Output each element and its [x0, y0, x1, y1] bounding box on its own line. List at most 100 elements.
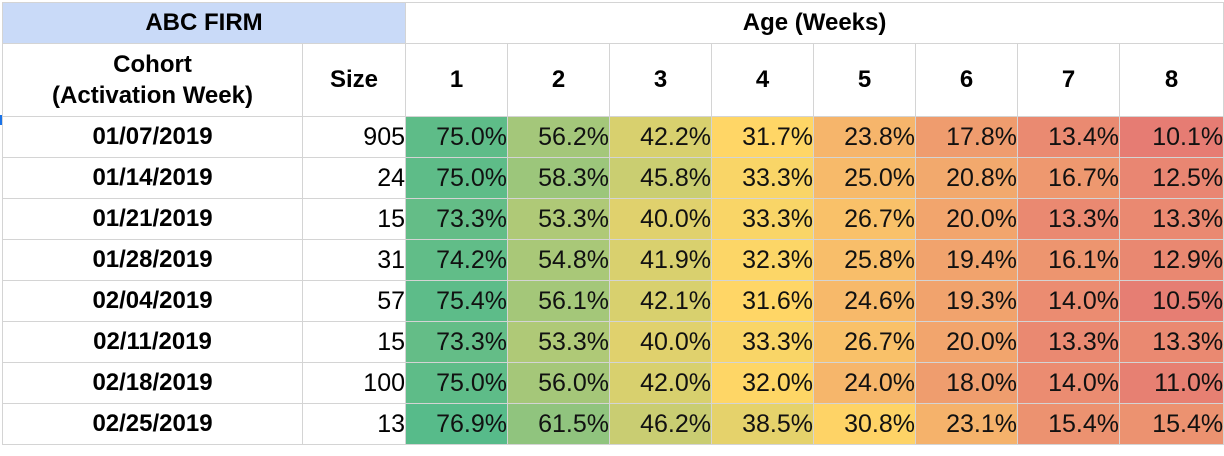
retention-cell[interactable]: 33.3% [711, 157, 815, 199]
retention-cell[interactable]: 24.6% [813, 280, 917, 322]
table-row: 02/04/2019 57 75.4% 56.1% 42.1% 31.6% 24.6% 19.… [2, 280, 1224, 322]
cohort-date-cell[interactable]: 02/04/2019 [2, 280, 303, 322]
week-header-4[interactable]: 4 [711, 43, 815, 117]
retention-cell[interactable]: 20.8% [915, 157, 1019, 199]
selection-marker [0, 115, 2, 125]
retention-cell[interactable]: 13.3% [1017, 198, 1121, 240]
retention-cell[interactable]: 17.8% [915, 116, 1019, 158]
retention-cell[interactable]: 12.9% [1119, 239, 1224, 281]
retention-cell[interactable]: 75.4% [405, 280, 509, 322]
retention-cell[interactable]: 13.3% [1119, 321, 1224, 363]
retention-cell[interactable]: 53.3% [507, 198, 611, 240]
retention-cell[interactable]: 16.7% [1017, 157, 1121, 199]
retention-cell[interactable]: 15.4% [1017, 403, 1121, 445]
week-header-5[interactable]: 5 [813, 43, 917, 117]
retention-cell[interactable]: 18.0% [915, 362, 1019, 404]
cohort-date-cell[interactable]: 01/28/2019 [2, 239, 303, 281]
cohort-size-cell[interactable]: 31 [301, 239, 407, 281]
retention-cell[interactable]: 19.3% [915, 280, 1019, 322]
cohort-size-cell[interactable]: 57 [301, 280, 407, 322]
title-row: ABC FIRM Age (Weeks) [1, 2, 1224, 44]
retention-cell[interactable]: 15.4% [1119, 403, 1224, 445]
retention-cell[interactable]: 56.1% [507, 280, 611, 322]
retention-cell[interactable]: 25.0% [813, 157, 917, 199]
firm-name-cell[interactable]: ABC FIRM [1, 2, 407, 44]
retention-cell[interactable]: 23.1% [915, 403, 1019, 445]
retention-cell[interactable]: 40.0% [609, 321, 713, 363]
retention-cell[interactable]: 45.8% [609, 157, 713, 199]
retention-cell[interactable]: 41.9% [609, 239, 713, 281]
table-row: 01/21/2019 15 73.3% 53.3% 40.0% 33.3% 26.7% 20.… [2, 198, 1224, 240]
retention-cell[interactable]: 42.1% [609, 280, 713, 322]
retention-cell[interactable]: 13.3% [1119, 198, 1224, 240]
retention-cell[interactable]: 25.8% [813, 239, 917, 281]
retention-cell[interactable]: 74.2% [405, 239, 509, 281]
cohort-date-cell[interactable]: 01/07/2019 [2, 116, 303, 158]
retention-cell[interactable]: 61.5% [507, 403, 611, 445]
retention-cell[interactable]: 46.2% [609, 403, 713, 445]
retention-cell[interactable]: 73.3% [405, 321, 509, 363]
retention-cell[interactable]: 31.7% [711, 116, 815, 158]
retention-cell[interactable]: 10.5% [1119, 280, 1224, 322]
retention-cell[interactable]: 19.4% [915, 239, 1019, 281]
cohort-date-cell[interactable]: 02/11/2019 [2, 321, 303, 363]
retention-cell[interactable]: 13.3% [1017, 321, 1121, 363]
retention-cell[interactable]: 13.4% [1017, 116, 1121, 158]
table-row: 01/14/2019 24 75.0% 58.3% 45.8% 33.3% 25.0% 20.… [2, 157, 1224, 199]
week-header-8[interactable]: 8 [1119, 43, 1224, 117]
retention-cell[interactable]: 33.3% [711, 321, 815, 363]
week-header-3[interactable]: 3 [609, 43, 713, 117]
retention-cell[interactable]: 24.0% [813, 362, 917, 404]
retention-cell[interactable]: 26.7% [813, 198, 917, 240]
cohort-size-cell[interactable]: 15 [301, 198, 407, 240]
retention-cell[interactable]: 54.8% [507, 239, 611, 281]
cohort-date-cell[interactable]: 02/18/2019 [2, 362, 303, 404]
week-header-7[interactable]: 7 [1017, 43, 1121, 117]
retention-cell[interactable]: 76.9% [405, 403, 509, 445]
cohort-date-cell[interactable]: 01/21/2019 [2, 198, 303, 240]
retention-cell[interactable]: 20.0% [915, 321, 1019, 363]
retention-cell[interactable]: 14.0% [1017, 280, 1121, 322]
retention-cell[interactable]: 53.3% [507, 321, 611, 363]
cohort-size-cell[interactable]: 905 [301, 116, 407, 158]
retention-cell[interactable]: 42.2% [609, 116, 713, 158]
table-row: 01/28/2019 31 74.2% 54.8% 41.9% 32.3% 25.8% 19.… [2, 239, 1224, 281]
retention-cell[interactable]: 26.7% [813, 321, 917, 363]
cohort-date-cell[interactable]: 01/14/2019 [2, 157, 303, 199]
cohort-size-cell[interactable]: 24 [301, 157, 407, 199]
retention-cell[interactable]: 23.8% [813, 116, 917, 158]
week-header-2[interactable]: 2 [507, 43, 611, 117]
retention-cell[interactable]: 10.1% [1119, 116, 1224, 158]
age-weeks-header[interactable]: Age (Weeks) [405, 2, 1224, 44]
cohort-size-cell[interactable]: 13 [301, 403, 407, 445]
retention-cell[interactable]: 42.0% [609, 362, 713, 404]
retention-cell[interactable]: 38.5% [711, 403, 815, 445]
retention-cell[interactable]: 75.0% [405, 362, 509, 404]
retention-cell[interactable]: 75.0% [405, 116, 509, 158]
cohort-size-cell[interactable]: 15 [301, 321, 407, 363]
week-header-1[interactable]: 1 [405, 43, 509, 117]
retention-cell[interactable]: 56.2% [507, 116, 611, 158]
size-header[interactable]: Size [301, 43, 407, 117]
table-row: 02/18/2019 100 75.0% 56.0% 42.0% 32.0% 24.0% 18… [2, 362, 1224, 404]
cohort-date-cell[interactable]: 02/25/2019 [2, 403, 303, 445]
retention-cell[interactable]: 32.3% [711, 239, 815, 281]
retention-cell[interactable]: 12.5% [1119, 157, 1224, 199]
cohort-size-cell[interactable]: 100 [301, 362, 407, 404]
retention-cell[interactable]: 73.3% [405, 198, 509, 240]
week-header-6[interactable]: 6 [915, 43, 1019, 117]
cohort-header[interactable]: Cohort (Activation Week) [2, 43, 303, 117]
retention-cell[interactable]: 11.0% [1119, 362, 1224, 404]
retention-cell[interactable]: 14.0% [1017, 362, 1121, 404]
retention-cell[interactable]: 31.6% [711, 280, 815, 322]
retention-cell[interactable]: 58.3% [507, 157, 611, 199]
retention-cell[interactable]: 75.0% [405, 157, 509, 199]
retention-cell[interactable]: 56.0% [507, 362, 611, 404]
retention-cell[interactable]: 32.0% [711, 362, 815, 404]
retention-cell[interactable]: 16.1% [1017, 239, 1121, 281]
retention-cell[interactable]: 30.8% [813, 403, 917, 445]
retention-cell[interactable]: 20.0% [915, 198, 1019, 240]
retention-cell[interactable]: 33.3% [711, 198, 815, 240]
retention-cell[interactable]: 40.0% [609, 198, 713, 240]
